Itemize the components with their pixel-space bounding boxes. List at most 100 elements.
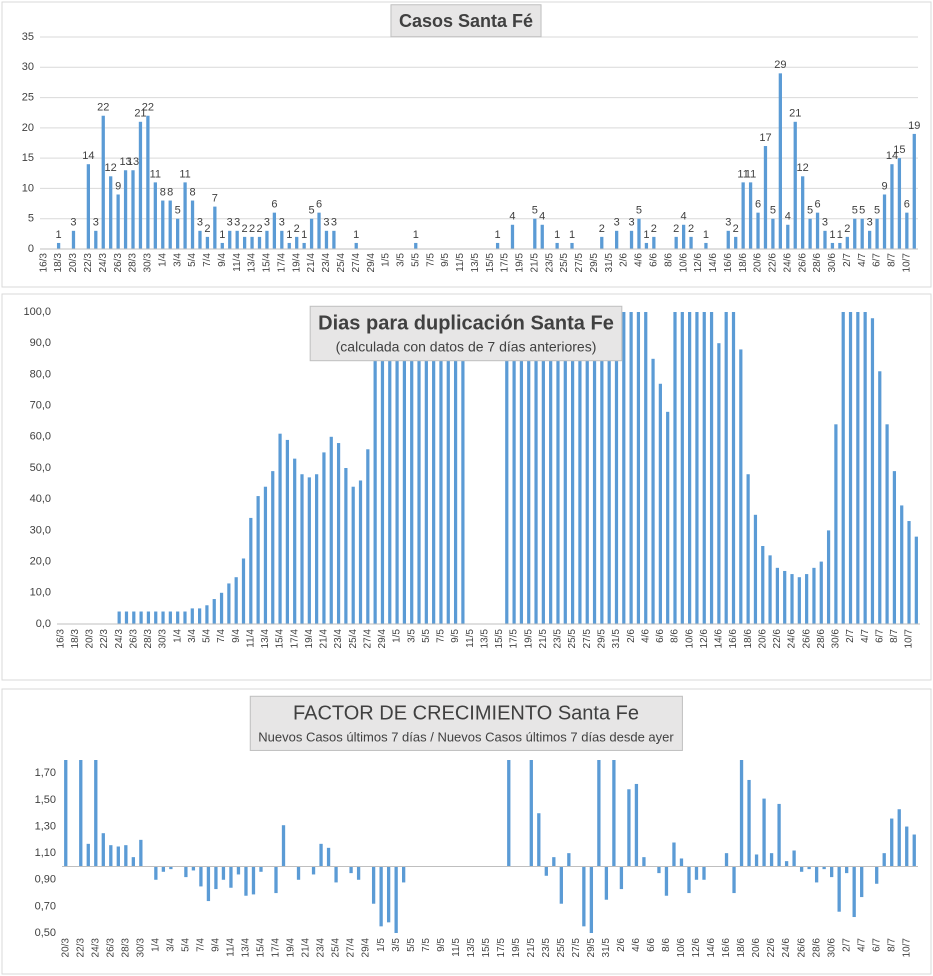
bar — [139, 611, 143, 624]
bar — [394, 866, 398, 933]
x-tick-label: 14/6 — [708, 253, 719, 273]
bar — [278, 433, 282, 624]
bar — [852, 866, 856, 918]
bar — [123, 170, 128, 249]
bar — [534, 312, 538, 624]
bar — [642, 857, 646, 867]
y-tick-label: 15 — [22, 152, 34, 164]
data-label: 1 — [569, 229, 575, 241]
bar — [614, 312, 619, 624]
bars — [56, 73, 916, 249]
x-tick-label: 11/5 — [465, 629, 476, 648]
y-tick-label: 20 — [22, 122, 34, 134]
bar — [597, 760, 601, 867]
bar — [600, 312, 604, 624]
x-tick-label: 20/3 — [60, 938, 71, 958]
bar — [146, 611, 151, 624]
bar — [519, 312, 524, 624]
bar — [168, 200, 172, 249]
data-label: 2 — [242, 223, 248, 235]
bar — [607, 312, 611, 624]
data-label: 3 — [323, 217, 329, 229]
data-label: 5 — [636, 205, 642, 217]
data-label: 22 — [97, 102, 109, 114]
bar — [786, 224, 790, 249]
bar — [801, 176, 805, 249]
chart-title: FACTOR DE CRECIMIENTO Santa Fe — [293, 702, 639, 724]
data-label: 22 — [142, 102, 154, 114]
data-label: 2 — [688, 223, 694, 235]
bar — [356, 866, 361, 880]
bar — [734, 236, 738, 249]
bar — [315, 474, 319, 624]
data-label: 5 — [852, 205, 858, 217]
x-tick-label: 22/3 — [99, 629, 110, 649]
bar — [679, 858, 684, 867]
x-tick-label: 14/6 — [706, 938, 717, 958]
x-tick-label: 26/3 — [113, 253, 124, 273]
bar — [64, 760, 68, 867]
bar — [302, 242, 306, 249]
x-tick-label: 25/4 — [336, 253, 347, 273]
bar — [495, 242, 500, 249]
bar — [220, 242, 224, 249]
bar — [505, 312, 509, 624]
data-label: 2 — [256, 223, 262, 235]
bar — [726, 230, 730, 249]
bar — [242, 236, 247, 249]
bar — [263, 486, 268, 624]
y-tick-label: 25 — [22, 91, 34, 103]
data-label: 2 — [294, 223, 300, 235]
bar — [775, 567, 779, 624]
y-tick-label: 0,0 — [36, 618, 51, 630]
x-tick-label: 13/4 — [247, 253, 258, 273]
bar — [336, 443, 341, 624]
bar — [724, 312, 728, 624]
x-tick-label: 16/6 — [728, 629, 739, 649]
bar — [768, 555, 772, 624]
x-tick-label: 20/6 — [751, 938, 762, 958]
bar — [154, 866, 158, 880]
data-label: 1 — [353, 229, 359, 241]
x-tick-label: 21/5 — [529, 253, 540, 273]
bar — [249, 517, 253, 624]
data-label: 3 — [867, 217, 873, 229]
x-tick-label: 1/5 — [376, 938, 387, 952]
bar — [293, 458, 297, 624]
data-label: 11 — [150, 168, 161, 180]
x-tick-label: 26/6 — [797, 253, 808, 273]
data-label: 14 — [886, 150, 898, 162]
x-tick-label: 19/4 — [291, 253, 302, 273]
bar — [769, 853, 774, 867]
bar — [585, 312, 589, 624]
bar — [559, 866, 563, 904]
x-tick-label: 3/4 — [172, 253, 183, 267]
x-tick-label: 18/3 — [70, 629, 81, 649]
bar — [912, 834, 916, 867]
x-tick-label: 17/5 — [500, 253, 511, 273]
y-tick-label: 0 — [28, 243, 34, 255]
x-tick-label: 18/6 — [738, 253, 749, 273]
bar — [424, 312, 428, 624]
x-tick-label: 24/6 — [781, 938, 792, 958]
data-label: 6 — [814, 199, 820, 211]
x-tick-label: 5/5 — [406, 938, 417, 952]
bar — [94, 760, 98, 867]
bar — [838, 242, 842, 249]
bar — [634, 783, 639, 867]
bar — [709, 312, 714, 624]
bar — [673, 312, 677, 624]
data-label: 14 — [82, 150, 94, 162]
x-tick-label: 21/5 — [538, 629, 549, 649]
x-tick-label: 27/5 — [574, 253, 585, 273]
data-label: 5 — [309, 205, 315, 217]
x-tick-label: 21/4 — [319, 629, 330, 649]
x-tick-label: 10/6 — [676, 938, 687, 958]
bar — [652, 236, 656, 249]
bar — [890, 164, 894, 249]
x-tick-label: 5/5 — [421, 629, 432, 643]
bar — [529, 760, 533, 867]
bar — [830, 242, 835, 249]
bar — [402, 312, 407, 624]
x-tick-label: 8/7 — [889, 629, 900, 643]
